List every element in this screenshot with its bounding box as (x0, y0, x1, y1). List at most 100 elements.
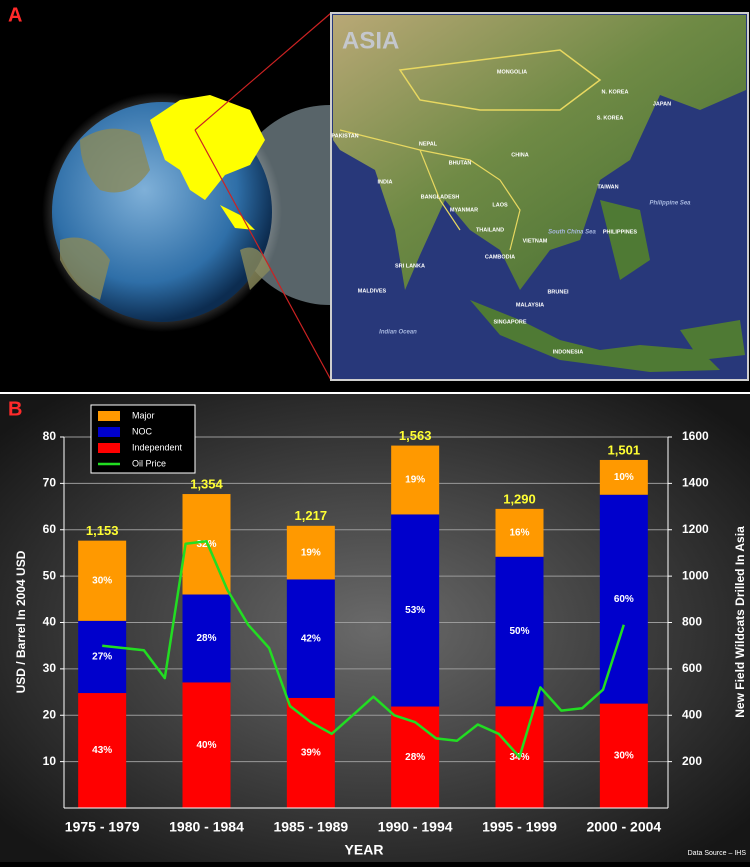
segment-label: 50% (509, 626, 529, 637)
total-label: 1,563 (399, 428, 432, 443)
total-label: 1,290 (503, 491, 536, 506)
segment-label: 10% (614, 472, 634, 483)
y-tick-label: 20 (43, 707, 57, 721)
x-tick-label: 1980 - 1984 (169, 819, 244, 835)
source-note: Data Source – IHS (688, 850, 747, 857)
bar-segment (182, 594, 231, 683)
bar-segment (391, 514, 440, 707)
legend-label: Major (132, 410, 155, 420)
place-label: Philippine Sea (649, 201, 691, 207)
legend-swatch (98, 443, 120, 453)
bar-segment (286, 697, 335, 808)
place-label: MONGOLIA (497, 69, 527, 75)
bar-segment (286, 525, 335, 580)
x-tick-label: 1975 - 1979 (65, 819, 140, 835)
x-tick-label: 2000 - 2004 (586, 819, 661, 835)
bar-segment (599, 703, 648, 808)
connector (194, 12, 332, 131)
y-tick-label: 10 (43, 754, 57, 768)
line-layer (102, 540, 625, 759)
place-label: BHUTAN (449, 160, 472, 166)
y-tick-label: 70 (43, 476, 57, 490)
place-label: S. KOREA (597, 115, 624, 121)
y-tick-label: 50 (43, 568, 57, 582)
bar-segment (286, 579, 335, 698)
place-label: MALAYSIA (516, 302, 544, 308)
segment-label: 19% (301, 547, 321, 558)
bars: 43%27%30%1,15340%28%32%1,35439%42%19%1,2… (78, 428, 648, 808)
place-label: INDONESIA (553, 349, 584, 355)
y-tick-label: 60 (43, 522, 57, 536)
y2-tick-label: 1200 (682, 522, 709, 536)
legend: Major NOC Independent Oil Price (90, 404, 196, 474)
place-label: SRI LANKA (395, 263, 425, 269)
y2-tick-label: 1600 (682, 429, 709, 443)
legend-label: Independent (132, 442, 183, 452)
segment-label: 27% (92, 652, 112, 663)
bar-segment (599, 494, 648, 704)
segment-label: 40% (196, 740, 216, 751)
place-label: CAMBODIA (485, 254, 515, 260)
legend-label: Oil Price (132, 458, 166, 468)
total-label: 1,501 (608, 442, 641, 457)
y2-tick-label: 400 (682, 707, 702, 721)
segment-label: 53% (405, 605, 425, 616)
place-label: CHINA (511, 152, 528, 158)
place-label: South China Sea (548, 230, 596, 236)
y2-tick-label: 1400 (682, 476, 709, 490)
segment-label: 28% (405, 752, 425, 763)
place-label: TAIWAN (597, 184, 618, 190)
x-tick-label: 1990 - 1994 (378, 819, 453, 835)
y-axis-title: USD / Barrel In 2004 USD (14, 550, 28, 693)
legend-swatch (98, 411, 120, 421)
y2-tick-label: 800 (682, 615, 702, 629)
place-label: BRUNEI (547, 289, 569, 295)
globe-land (60, 128, 270, 300)
panel-label: A (8, 4, 22, 26)
x-tick-label: 1985 - 1989 (273, 819, 348, 835)
place-label: JAPAN (653, 101, 671, 107)
y2-tick-label: 1000 (682, 568, 709, 582)
panel-label: B (8, 398, 22, 420)
legend-swatch (98, 427, 120, 437)
map-title: ASIA (342, 27, 399, 54)
grid (64, 436, 668, 763)
map-islands (470, 200, 745, 372)
legend-label: NOC (132, 426, 153, 436)
place-label: THAILAND (476, 227, 504, 233)
place-label: MYANMAR (450, 207, 478, 213)
connector (194, 129, 332, 381)
place-label: NEPAL (419, 141, 438, 147)
bar-segment (391, 445, 440, 515)
bar-segment (495, 556, 544, 707)
segment-label: 43% (92, 745, 112, 756)
bar-segment (78, 620, 127, 694)
y-tick-label: 30 (43, 661, 57, 675)
place-label: Indian Ocean (379, 330, 417, 336)
axes: 10 20 30 40 50 60 70 80 200 400 600 800 1000 1200 1400… (43, 429, 709, 835)
place-label: SINGAPORE (493, 319, 526, 325)
y-tick-label: 40 (43, 615, 57, 629)
asia-highlight (150, 95, 265, 230)
total-label: 1,354 (190, 476, 223, 491)
segment-label: 60% (614, 594, 634, 605)
place-label: LAOS (492, 202, 508, 208)
bar-segment (78, 693, 127, 808)
place-label: N. KOREA (602, 89, 629, 95)
map-borders (398, 49, 602, 111)
place-labels: MONGOLIA N. KOREA JAPAN S. KOREA CHINA PAKIST… (331, 69, 691, 355)
oil-price-line (102, 540, 625, 759)
segment-label: 42% (301, 633, 321, 644)
place-label: PAKISTAN (331, 133, 358, 139)
segment-label: 30% (92, 575, 112, 586)
bar-segment (78, 540, 127, 621)
place-label: PHILIPPINES (603, 229, 638, 235)
segment-label: 16% (509, 527, 529, 538)
map-land (333, 15, 746, 290)
segment-label: 19% (405, 475, 425, 486)
legend-box (90, 404, 196, 474)
place-label: BANGLADESH (421, 194, 460, 200)
y2-tick-label: 200 (682, 754, 702, 768)
